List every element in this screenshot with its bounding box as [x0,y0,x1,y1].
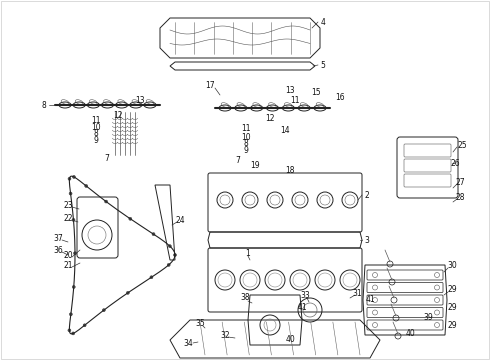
Text: 8: 8 [94,129,98,138]
Circle shape [73,175,75,179]
Text: 12: 12 [113,111,123,120]
Text: 7: 7 [236,156,241,165]
Text: 10: 10 [91,122,101,131]
Circle shape [72,332,74,335]
Circle shape [68,329,71,332]
Text: 7: 7 [104,153,109,162]
Text: 31: 31 [352,288,362,297]
Text: 3: 3 [365,235,369,244]
Text: 10: 10 [241,132,251,141]
Text: 22: 22 [63,213,73,222]
Text: 35: 35 [195,319,205,328]
Text: 1: 1 [245,248,250,257]
Text: 26: 26 [450,158,460,167]
Text: 40: 40 [405,328,415,338]
Text: 41: 41 [365,296,375,305]
Text: 9: 9 [244,145,248,154]
Circle shape [102,309,105,312]
Circle shape [85,184,88,188]
Text: 28: 28 [455,193,465,202]
Text: 9: 9 [94,135,98,144]
Circle shape [150,276,153,279]
Text: 13: 13 [135,95,145,104]
Text: 12: 12 [265,113,275,122]
Circle shape [126,291,129,294]
Text: 29: 29 [447,285,457,294]
Circle shape [129,217,132,220]
Circle shape [70,313,73,316]
Text: 24: 24 [175,216,185,225]
Text: 19: 19 [250,161,260,170]
Text: 29: 29 [447,320,457,329]
Text: 32: 32 [220,330,230,339]
Text: 36: 36 [53,246,63,255]
Circle shape [104,200,108,203]
Text: 23: 23 [63,201,73,210]
Text: 25: 25 [457,140,467,149]
Text: 27: 27 [455,177,465,186]
Text: 5: 5 [320,60,325,69]
Text: 29: 29 [447,303,457,312]
Circle shape [72,219,75,221]
Text: 14: 14 [280,126,290,135]
Text: 33: 33 [300,291,310,300]
Text: 30: 30 [447,261,457,270]
Text: 38: 38 [240,293,250,302]
Text: 11: 11 [290,95,300,104]
Circle shape [167,264,170,266]
Text: 11: 11 [241,123,251,132]
Text: 18: 18 [285,166,295,175]
Circle shape [83,324,86,327]
Text: 15: 15 [311,87,321,96]
Circle shape [68,177,71,180]
Text: 2: 2 [365,190,369,199]
Circle shape [173,253,176,257]
Circle shape [169,245,171,248]
Text: 8: 8 [42,100,47,109]
Text: 34: 34 [183,338,193,347]
Text: 21: 21 [63,261,73,270]
Text: 11: 11 [91,116,101,125]
Text: 39: 39 [423,312,433,321]
Text: 8: 8 [244,139,248,148]
Circle shape [74,252,76,255]
Text: 40: 40 [285,336,295,345]
Text: 37: 37 [53,234,63,243]
Circle shape [152,233,155,236]
Text: 4: 4 [320,18,325,27]
Text: 16: 16 [335,93,345,102]
Circle shape [72,285,75,288]
Text: 17: 17 [205,81,215,90]
Text: 41: 41 [297,303,307,312]
Text: 20: 20 [63,251,73,260]
Text: 13: 13 [285,86,295,95]
Circle shape [69,192,72,195]
